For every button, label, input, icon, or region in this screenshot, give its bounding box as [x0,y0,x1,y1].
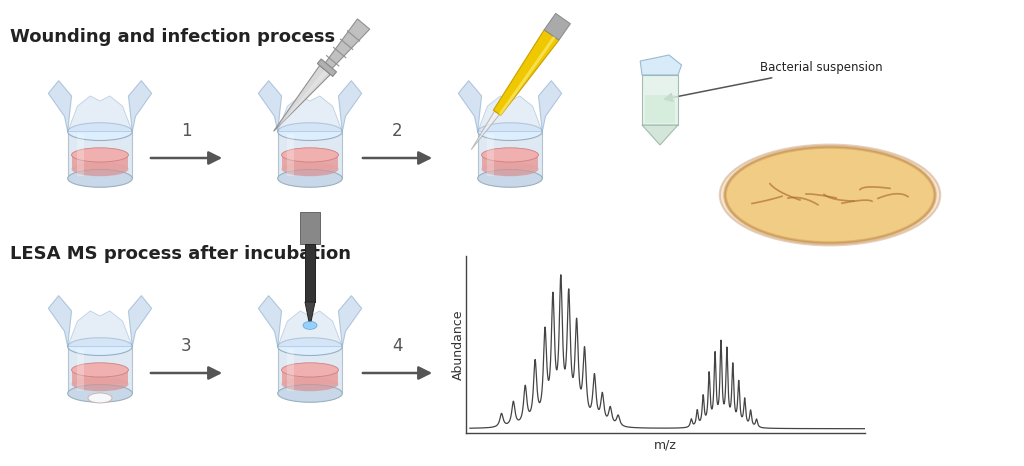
Text: Wounding and infection process: Wounding and infection process [10,28,335,46]
Polygon shape [471,111,500,150]
Polygon shape [288,134,294,176]
Polygon shape [478,131,543,178]
Polygon shape [273,66,331,131]
Polygon shape [338,81,361,131]
Polygon shape [305,302,315,322]
Text: LESA MS process after incubation: LESA MS process after incubation [10,245,351,263]
Polygon shape [68,311,132,347]
Polygon shape [645,95,675,123]
Polygon shape [544,14,570,40]
Polygon shape [72,370,128,384]
Ellipse shape [478,123,543,141]
Polygon shape [499,36,556,116]
Polygon shape [278,347,342,393]
Bar [305,244,315,302]
Ellipse shape [72,162,128,176]
Polygon shape [48,81,72,131]
Polygon shape [539,81,562,131]
Polygon shape [494,30,559,116]
Polygon shape [68,96,132,131]
Polygon shape [478,96,543,131]
Ellipse shape [303,322,317,329]
Ellipse shape [68,338,132,356]
Polygon shape [68,347,132,393]
Ellipse shape [278,123,342,141]
Polygon shape [48,295,72,347]
Text: 1: 1 [181,122,191,140]
Polygon shape [459,81,481,131]
Ellipse shape [72,148,128,162]
Text: 4: 4 [392,337,402,355]
Ellipse shape [282,363,338,377]
Bar [300,212,319,244]
Ellipse shape [725,147,935,243]
Ellipse shape [481,148,539,162]
Ellipse shape [278,384,342,402]
Polygon shape [288,349,294,391]
X-axis label: m/z: m/z [654,439,677,452]
Ellipse shape [278,338,342,356]
Polygon shape [481,155,539,169]
Polygon shape [278,96,342,131]
Polygon shape [278,311,342,347]
Polygon shape [317,59,337,76]
Ellipse shape [282,377,338,391]
Polygon shape [642,125,678,145]
Ellipse shape [478,170,543,187]
Ellipse shape [72,377,128,391]
Polygon shape [78,349,84,391]
Ellipse shape [282,148,338,162]
Polygon shape [274,69,329,132]
Polygon shape [282,370,338,384]
Ellipse shape [68,170,132,187]
Y-axis label: Abundance: Abundance [452,309,465,380]
Ellipse shape [68,384,132,402]
Polygon shape [642,75,678,125]
Polygon shape [322,19,370,73]
Polygon shape [78,134,84,176]
Polygon shape [72,155,128,169]
Text: Bacterial suspension: Bacterial suspension [665,62,883,102]
Polygon shape [128,81,152,131]
Polygon shape [338,295,361,347]
Text: 2: 2 [392,122,402,140]
Polygon shape [487,134,494,176]
Polygon shape [258,295,282,347]
Polygon shape [258,81,282,131]
Polygon shape [278,131,342,178]
Ellipse shape [72,363,128,377]
Polygon shape [282,155,338,169]
Ellipse shape [282,162,338,176]
Polygon shape [128,295,152,347]
Ellipse shape [481,162,539,176]
Polygon shape [68,131,132,178]
Ellipse shape [720,144,940,246]
Ellipse shape [88,393,112,403]
Ellipse shape [278,170,342,187]
Text: 3: 3 [181,337,191,355]
Ellipse shape [68,123,132,141]
Polygon shape [640,55,682,75]
